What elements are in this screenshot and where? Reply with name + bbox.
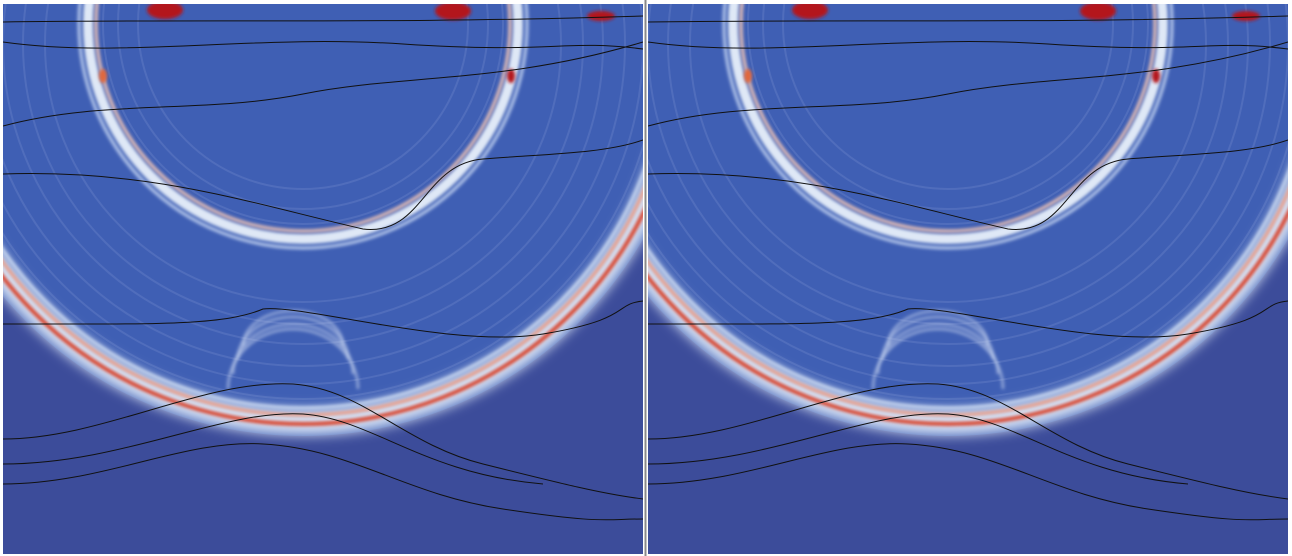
viewer [0,0,1292,556]
left-panel [0,0,695,554]
figure [0,0,1292,556]
right-panel [556,0,1292,554]
page-body [0,0,1292,556]
page: Wavefield snapshots {} html, body { marg… [0,0,1292,556]
